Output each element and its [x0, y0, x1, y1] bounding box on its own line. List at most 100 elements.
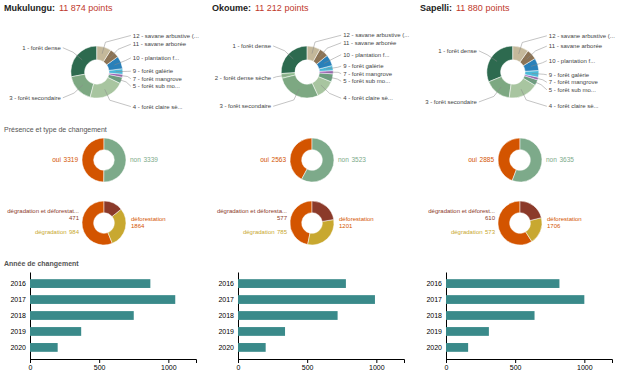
- leader-line: [273, 75, 288, 78]
- leader-line: [532, 73, 547, 74]
- tick-mark: [30, 359, 31, 363]
- donut-slice: [82, 138, 104, 182]
- tick: 2018: [10, 312, 30, 319]
- bar: [30, 311, 134, 320]
- data-label-name: oui: [260, 156, 269, 163]
- data-label: 610: [485, 215, 496, 221]
- donut-slice: [104, 138, 126, 182]
- disturbance-donut: déforestation1706dégradation573dégradati…: [428, 201, 581, 245]
- presence-donut: Présence et type de changementoui3319non…: [4, 126, 158, 182]
- leader-line: [479, 51, 497, 62]
- slice-label: 4 - forêt claire sè...: [343, 95, 393, 101]
- data-label: 577: [277, 215, 288, 221]
- leader-line: [312, 35, 341, 53]
- bar: [446, 279, 559, 288]
- donut-ring: [71, 46, 123, 98]
- data-label: 2563: [272, 156, 287, 163]
- y-axis: 20162017201820192020: [218, 273, 238, 360]
- data-label-name: dégradation et déforest...: [428, 208, 495, 214]
- slice-label: 12 - savane arbustive (...: [343, 32, 409, 38]
- tick-label: 2017: [218, 296, 234, 303]
- tick-label: 500: [94, 364, 106, 371]
- slice-label: 3 - forêt secondaire: [9, 95, 61, 101]
- leader-line: [110, 44, 131, 58]
- donut-ring: [498, 138, 542, 182]
- donut-ring: [290, 138, 334, 182]
- data-label: 3319: [64, 156, 79, 163]
- donut-ring: [487, 46, 539, 98]
- tick-label: 2016: [10, 280, 26, 287]
- tick-mark: [584, 359, 585, 363]
- tick-mark: [446, 359, 447, 363]
- leader-line: [102, 36, 131, 54]
- bar-chart: 0500100020162017201820192020: [426, 273, 612, 371]
- tick: 2018: [426, 312, 446, 319]
- donut-slice: [487, 46, 513, 82]
- bars: [238, 279, 375, 352]
- tick-label: 2016: [426, 280, 442, 287]
- donut-slice: [520, 201, 541, 221]
- tick-label: 500: [510, 364, 522, 371]
- slice-label: 1 - forêt dense: [22, 45, 61, 51]
- chart-subtitle: 11 874 points: [59, 3, 113, 13]
- slice-label: 4 - forêt claire sè...: [133, 104, 183, 110]
- slice-label: 3 - forêt secondaire: [425, 99, 477, 105]
- slice-label: 7 - forêt mangrove: [343, 71, 393, 77]
- tick: 2020: [218, 344, 238, 351]
- chart-root: Mukulungu: 11 874 points 1 - forêt dense 3 …: [0, 0, 624, 375]
- leader-line: [519, 36, 547, 54]
- y-axis: 20162017201820192020: [10, 273, 30, 360]
- leader-line: [273, 46, 293, 59]
- data-label-name: dégradation: [35, 229, 67, 235]
- tick: 2017: [426, 296, 446, 303]
- tick: 1000: [577, 359, 593, 371]
- leader-line: [326, 66, 341, 69]
- slice-label: 9 - forêt galèrie: [549, 72, 590, 78]
- data-label-name: oui: [52, 156, 61, 163]
- bar-chart: 0500100020162017201820192020: [218, 273, 404, 371]
- tick-label: 0: [29, 364, 33, 371]
- leader-line: [116, 71, 131, 72]
- leader-line: [527, 46, 547, 59]
- leader-line: [479, 87, 501, 102]
- x-axis: 0 500 1000: [445, 359, 613, 371]
- tick: 500: [510, 359, 522, 371]
- leader-line: [105, 89, 131, 106]
- bar: [238, 311, 338, 320]
- landcover-donut: Mukulungu: 11 874 points 1 - forêt dense 3 …: [4, 3, 199, 110]
- slice-label: 1 - forêt dense: [438, 48, 477, 54]
- tick-mark: [307, 359, 308, 363]
- tick: 2019: [10, 328, 30, 335]
- tick-label: 2019: [10, 328, 26, 335]
- data-label-name: non: [130, 156, 141, 163]
- axis-line: [239, 360, 405, 364]
- tick: 2017: [10, 296, 30, 303]
- leader-line: [326, 76, 342, 81]
- tick: 2017: [218, 296, 238, 303]
- slice-label: 5 - forêt sub mo...: [549, 87, 596, 93]
- tick: 2016: [426, 280, 446, 287]
- data-label: 573: [485, 229, 496, 235]
- data-label-name: oui: [468, 156, 477, 163]
- chart-title: Mukulungu:: [4, 3, 55, 13]
- tick-label: 0: [445, 364, 449, 371]
- data-label-name: non: [338, 156, 349, 163]
- donut-slice: [312, 201, 334, 221]
- leader-line: [116, 75, 131, 79]
- axis-line: [31, 360, 197, 364]
- bar: [238, 279, 346, 288]
- donut-slice: [104, 201, 121, 217]
- slice-label: 5 - forêt sub mo...: [133, 83, 180, 89]
- data-label: 785: [277, 229, 288, 235]
- bars: [446, 279, 584, 352]
- tick: 2016: [218, 280, 238, 287]
- tick-label: 2017: [10, 296, 26, 303]
- data-label-name: dégradation: [451, 229, 483, 235]
- donut-slice: [512, 138, 542, 182]
- tick-label: 2018: [426, 312, 442, 319]
- slice-label: 12 - savane arbustive (...: [549, 33, 615, 39]
- donut-slice: [282, 75, 318, 98]
- leader-line: [63, 85, 83, 98]
- slice-label: 4 - forêt claire sè...: [549, 103, 599, 109]
- tick-label: 1000: [161, 364, 177, 371]
